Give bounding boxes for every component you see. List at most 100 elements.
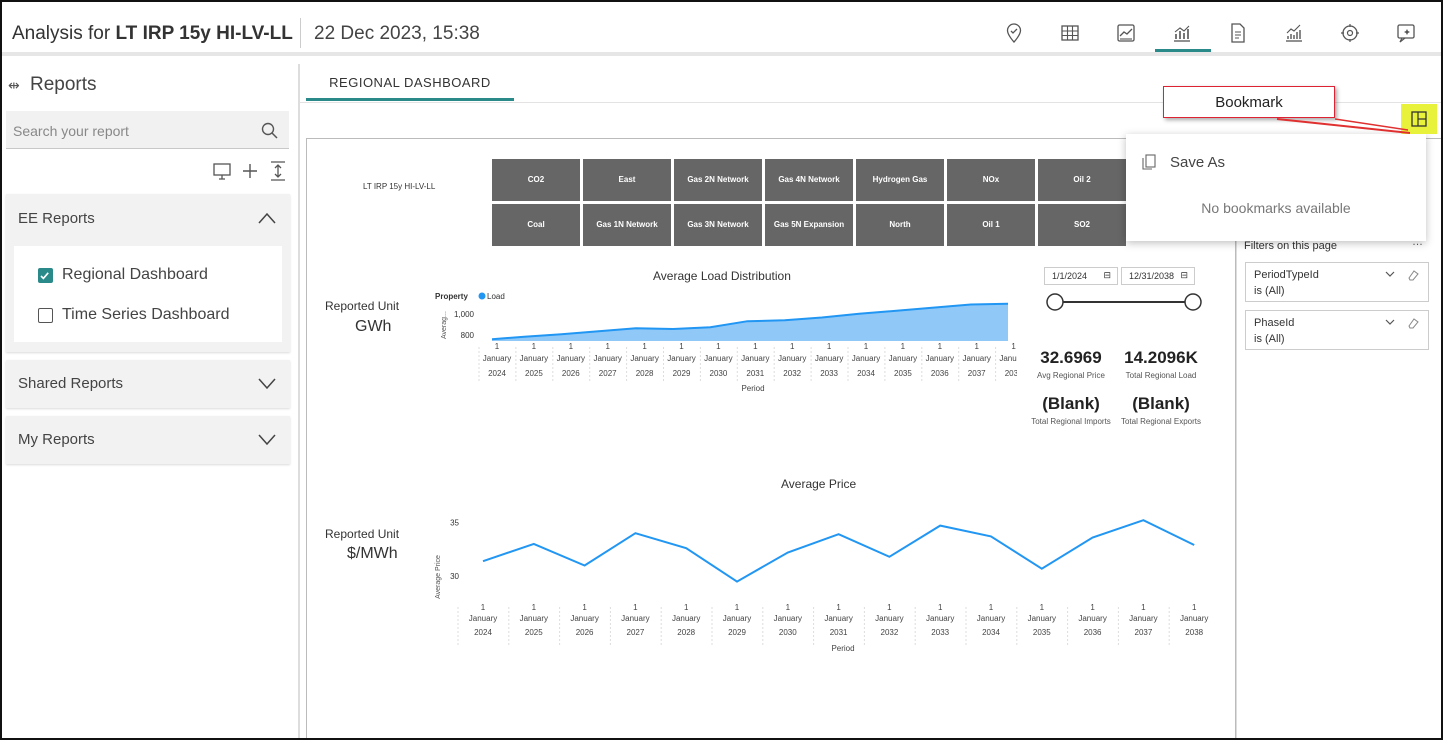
slicer-tile[interactable]: NOx <box>946 158 1036 202</box>
x-tick-month: January <box>852 354 880 363</box>
monitor-icon[interactable] <box>212 160 232 182</box>
ee-reports-label[interactable]: EE Reports <box>18 210 95 227</box>
collapse-sidebar-icon[interactable]: ⇹ <box>8 77 20 93</box>
y-tick-label: 30 <box>450 572 459 581</box>
start-date-field[interactable]: 1/1/2024 ⊟ <box>1044 267 1118 285</box>
slicer-tile[interactable]: CO2 <box>491 158 581 202</box>
reports-header: ⇹ Reports <box>8 74 97 96</box>
calendar-icon[interactable]: ⊟ <box>1180 270 1188 280</box>
filter-card-periodtypeid[interactable]: PeriodTypeId is (All) <box>1245 262 1429 302</box>
slicer-tile[interactable]: Gas 1N Network <box>582 203 672 247</box>
chevron-down-icon[interactable] <box>1384 269 1396 279</box>
x-tick-month: January <box>520 614 548 623</box>
x-tick-year: 2028 <box>677 628 695 637</box>
x-tick-month: January <box>723 614 751 623</box>
price-chart-title: Average Price <box>781 477 857 491</box>
date-range-slider[interactable] <box>1043 291 1203 313</box>
checkbox-checked-icon[interactable] <box>38 268 53 283</box>
eraser-icon[interactable] <box>1406 317 1420 329</box>
my-reports-section[interactable]: My Reports <box>6 416 290 464</box>
dashboard-chart-icon[interactable] <box>1169 20 1195 48</box>
reports-sidebar: ⇹ Reports Search your report EE Reports R… <box>2 64 298 738</box>
x-tick-month: January <box>962 354 990 363</box>
slicer-tile[interactable]: East <box>582 158 672 202</box>
x-tick-year: 2025 <box>525 369 543 378</box>
slicer-tile[interactable]: Hydrogen Gas <box>855 158 945 202</box>
kpi-avg-regional-price: 32.6969 Avg Regional Price <box>1026 348 1116 380</box>
checkbox-icon[interactable] <box>38 308 53 323</box>
slicer-tile[interactable]: North <box>855 203 945 247</box>
slicer-tile[interactable]: SO2 <box>1037 203 1127 247</box>
x-tick-year: 2032 <box>881 628 899 637</box>
chevron-down-icon[interactable] <box>258 378 276 390</box>
location-pin-icon[interactable] <box>1001 20 1027 48</box>
x-tick-day: 1 <box>1090 603 1095 612</box>
x-tick-month: January <box>778 354 806 363</box>
x-tick-day: 1 <box>642 342 647 351</box>
brain-settings-icon[interactable] <box>1337 20 1363 48</box>
kpi-label: Avg Regional Price <box>1037 371 1105 380</box>
load-chart-title: Average Load Distribution <box>653 269 791 283</box>
range-start-handle[interactable] <box>1046 293 1064 311</box>
eraser-icon[interactable] <box>1406 269 1420 281</box>
start-date-value: 1/1/2024 <box>1052 271 1088 281</box>
x-tick-month: January <box>741 354 769 363</box>
chevron-down-icon[interactable] <box>258 434 276 446</box>
slicer-tile[interactable]: Coal <box>491 203 581 247</box>
range-end-handle[interactable] <box>1184 293 1202 311</box>
chart-report-icon[interactable] <box>1113 20 1139 48</box>
kpi-label: Total Regional Load <box>1125 371 1197 380</box>
x-tick-month: January <box>557 354 585 363</box>
x-tick-year: 2029 <box>728 628 746 637</box>
x-tick-day: 1 <box>532 342 537 351</box>
bookmark-button[interactable] <box>1401 104 1437 134</box>
table-grid-icon[interactable] <box>1057 20 1083 48</box>
y-tick-label: 800 <box>461 331 475 340</box>
slicer-tile[interactable]: Gas 5N Expansion <box>764 203 854 247</box>
slicer-tile[interactable]: Gas 2N Network <box>673 158 763 202</box>
load-reported-unit-label: Reported Unit <box>325 299 400 313</box>
x-tick-day: 1 <box>790 342 795 351</box>
load-reported-unit-value: GWh <box>355 318 392 335</box>
chevron-down-icon[interactable] <box>1384 317 1396 327</box>
my-reports-label: My Reports <box>18 431 95 448</box>
filter-value: is (All) <box>1254 285 1285 297</box>
x-tick-day: 1 <box>1141 603 1146 612</box>
x-tick-day: 1 <box>938 603 943 612</box>
add-icon[interactable] <box>240 160 260 182</box>
document-icon[interactable] <box>1225 20 1251 48</box>
report-search-input[interactable]: Search your report <box>6 111 289 149</box>
x-tick-day: 1 <box>582 603 587 612</box>
end-date-value: 12/31/2038 <box>1129 271 1175 281</box>
x-tick-day: 1 <box>1192 603 1197 612</box>
x-tick-month: January <box>667 354 695 363</box>
x-tick-day: 1 <box>1040 603 1045 612</box>
scenario-label: LT IRP 15y HI-LV-LL <box>363 182 436 191</box>
save-as-button[interactable]: Save As <box>1170 154 1226 171</box>
report-item-label: Time Series Dashboard <box>62 306 230 323</box>
tab-regional-dashboard[interactable]: REGIONAL DASHBOARD <box>329 75 491 90</box>
ai-chat-icon[interactable] <box>1393 20 1419 48</box>
trend-chart-icon[interactable] <box>1281 20 1307 48</box>
expand-collapse-icon[interactable] <box>268 160 288 182</box>
slicer-tile[interactable]: Oil 1 <box>946 203 1036 247</box>
slicer-tile[interactable]: Gas 4N Network <box>764 158 854 202</box>
chevron-up-icon[interactable] <box>258 212 276 224</box>
search-icon[interactable] <box>260 121 280 141</box>
bookmark-save-icon[interactable] <box>1142 154 1156 170</box>
end-date-field[interactable]: 12/31/2038 ⊟ <box>1121 267 1195 285</box>
shared-reports-section[interactable]: Shared Reports <box>6 360 290 408</box>
x-tick-month: January <box>570 614 598 623</box>
slicer-tile[interactable]: Gas 3N Network <box>673 203 763 247</box>
x-tick-day: 1 <box>887 603 892 612</box>
x-tick-day: 1 <box>938 342 943 351</box>
calendar-icon[interactable]: ⊟ <box>1103 270 1111 280</box>
x-tick-month: January <box>889 354 917 363</box>
sidebar-tools <box>212 160 292 184</box>
slicer-tile[interactable]: Oil 2 <box>1037 158 1127 202</box>
x-tick-month: January <box>977 614 1005 623</box>
filters-more-icon[interactable]: … <box>1412 236 1423 248</box>
filter-card-phaseid[interactable]: PhaseId is (All) <box>1245 310 1429 350</box>
x-tick-day: 1 <box>495 342 500 351</box>
x-tick-day: 1 <box>481 603 486 612</box>
